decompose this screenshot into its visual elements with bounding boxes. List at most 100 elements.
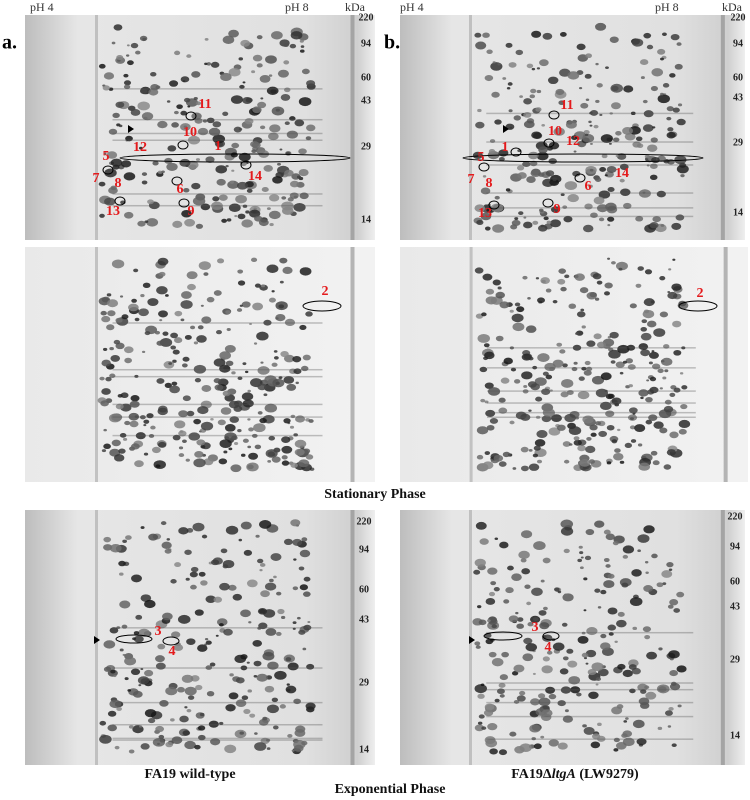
gel-spot xyxy=(622,554,629,559)
gel-spot xyxy=(271,362,278,367)
gel-spot xyxy=(612,137,620,143)
gel-spot xyxy=(495,335,504,342)
gel-spot xyxy=(107,310,116,317)
gel-spot xyxy=(195,101,202,106)
mw-marker: 220 xyxy=(731,12,746,23)
gel-spot xyxy=(266,747,271,750)
gel-spot xyxy=(193,341,199,345)
spot-label: 11 xyxy=(560,98,573,113)
gel-streak xyxy=(95,510,98,765)
gel-spot xyxy=(166,100,171,103)
gel-spot xyxy=(528,448,533,452)
gel-spot xyxy=(640,349,650,357)
gel-spot xyxy=(150,71,157,77)
mw-marker: 220 xyxy=(728,511,743,522)
gel-spot xyxy=(642,309,655,319)
gel-spot xyxy=(637,683,648,692)
gel-spot xyxy=(598,190,611,199)
gel-spot xyxy=(303,448,311,454)
gel-spot xyxy=(115,403,124,410)
gel-band xyxy=(486,141,694,143)
gel-spot xyxy=(301,68,310,75)
gel-band xyxy=(112,132,323,135)
gel-spot xyxy=(257,366,270,375)
gel-spot xyxy=(557,278,566,285)
gel-spot xyxy=(109,373,116,379)
gel-spot xyxy=(664,369,669,373)
gel-spot xyxy=(514,217,519,221)
gel-spot xyxy=(508,615,519,623)
gel-spot xyxy=(542,32,553,40)
gel-spot xyxy=(519,690,526,696)
gel-spot xyxy=(111,41,116,45)
spot-label: 8 xyxy=(486,176,493,191)
gel-spot xyxy=(200,445,206,449)
gel-spot xyxy=(266,207,271,211)
gel-spot xyxy=(306,124,316,132)
gel-spot xyxy=(594,297,600,301)
gel-spot xyxy=(660,92,664,96)
gel-spot xyxy=(184,740,196,750)
gel-band xyxy=(112,416,323,418)
gel-spot xyxy=(256,331,269,341)
gel-spot xyxy=(137,220,146,227)
gel-spot xyxy=(556,424,566,431)
gel-spot xyxy=(520,558,527,563)
gel-spot xyxy=(645,396,653,403)
spot-ring xyxy=(114,196,126,206)
gel-spot xyxy=(574,273,585,281)
gel-spot xyxy=(660,224,665,227)
gel-spot xyxy=(579,86,583,90)
gel-spot xyxy=(516,617,524,622)
gel-spot xyxy=(584,133,589,137)
gel-spot xyxy=(109,627,119,634)
gel-spot xyxy=(161,541,172,549)
gel-spot xyxy=(594,177,602,182)
gel-spot xyxy=(484,226,491,231)
gel-spot xyxy=(613,748,619,752)
gel-spot xyxy=(131,298,137,303)
gel-spot xyxy=(167,145,177,152)
gel-spot xyxy=(575,332,579,335)
gel-spot xyxy=(528,356,534,361)
gel-spot xyxy=(154,330,161,335)
gel-spot xyxy=(162,612,173,621)
gel-spot xyxy=(223,628,233,636)
gel-spot xyxy=(128,412,140,421)
gel-spot xyxy=(219,364,231,373)
gel-spot xyxy=(302,647,307,651)
spot-ring xyxy=(483,631,523,641)
gel-spot xyxy=(600,372,612,381)
gel-spot xyxy=(140,88,148,94)
gel-spot xyxy=(218,458,228,465)
gel-spot xyxy=(650,300,655,304)
gel-spot xyxy=(563,593,569,597)
gel-band xyxy=(112,403,323,406)
gel-spot xyxy=(638,189,651,198)
gel-spot xyxy=(157,742,160,745)
gel-spot xyxy=(148,88,159,96)
gel-spot xyxy=(289,425,295,429)
gel-spot xyxy=(646,379,650,382)
gel-spot xyxy=(562,441,571,447)
gel-spot xyxy=(538,610,547,616)
gel-band xyxy=(112,739,323,741)
gel-spot xyxy=(480,683,485,687)
gel-spot xyxy=(623,202,632,209)
gel-spot xyxy=(595,683,599,686)
gel-spot xyxy=(656,190,666,198)
gel-spot xyxy=(596,341,607,349)
gel-spot xyxy=(533,445,541,451)
gel-spot xyxy=(108,413,122,423)
gel-spot xyxy=(542,408,555,418)
gel-spot xyxy=(258,718,269,726)
gel-spot xyxy=(604,291,610,296)
mw-marker: 43 xyxy=(361,95,371,106)
gel-spot xyxy=(585,98,590,101)
gel-spot xyxy=(260,590,270,598)
gel-spot xyxy=(484,382,494,389)
gel-spot xyxy=(206,691,215,697)
gel-spot xyxy=(155,655,165,663)
gel-band xyxy=(112,737,323,740)
